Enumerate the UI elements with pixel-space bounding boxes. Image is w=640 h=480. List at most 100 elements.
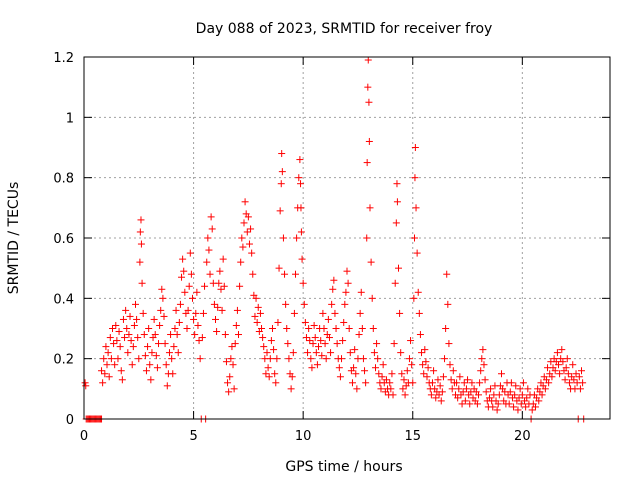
data-point [538,391,546,399]
data-point [136,258,144,266]
data-point [176,300,184,308]
data-point [422,358,430,366]
data-point [206,270,214,278]
data-point [112,321,120,329]
data-point [216,267,224,275]
data-point [240,219,248,227]
data-point [519,379,527,387]
data-point [108,325,116,332]
data-point [403,367,411,375]
data-point [123,325,131,332]
data-point [210,300,218,308]
data-point [302,334,310,342]
data-point [515,394,523,402]
data-point [407,337,415,345]
data-point [569,361,577,369]
data-point [321,340,329,348]
data-point [247,225,255,233]
data-point [559,358,567,366]
data-point [271,370,279,378]
data-point [553,349,561,357]
data-point [445,340,453,348]
data-point [524,385,532,393]
data-point [156,321,164,329]
data-point [113,337,121,345]
data-point [342,288,350,296]
data-point [379,361,387,369]
data-point [190,315,198,323]
data-point [285,355,293,363]
data-point [377,385,385,393]
data-point [308,364,316,372]
data-point [327,349,335,357]
y-tick-label: 0.8 [53,172,74,187]
data-point [207,213,215,221]
data-point [551,367,559,375]
data-point [564,370,572,378]
data-point [408,361,416,369]
data-point [365,137,373,145]
data-point [511,391,519,399]
data-point [392,219,400,227]
y-tick-label: 1.2 [53,51,74,66]
data-point [152,352,160,360]
data-point [336,373,344,381]
data-point [168,355,176,363]
data-point [295,174,303,182]
data-point [267,337,275,345]
data-point [130,321,138,329]
data-point [368,294,376,302]
data-point [262,370,270,378]
data-point [558,346,566,354]
data-point [140,331,148,339]
data-point [150,315,158,323]
data-point [495,391,503,399]
data-point [389,391,397,399]
data-point [167,331,175,339]
x-tick-label: 15 [404,429,421,444]
data-point [375,370,383,378]
data-point [351,346,359,354]
data-point [329,285,337,293]
data-point [506,388,514,396]
data-point [298,255,306,263]
data-point [428,379,436,387]
data-point [121,334,129,342]
data-point [289,349,297,357]
data-point [414,288,422,296]
data-point [387,385,395,393]
data-point [476,379,484,387]
data-point [199,309,207,317]
data-point [458,400,466,408]
data-point [171,325,179,332]
data-point [299,279,307,287]
data-point [565,379,573,387]
data-point [382,376,390,384]
data-point [287,385,295,393]
data-point [579,379,587,387]
data-point [455,385,463,393]
data-point [179,255,187,263]
data-point [279,234,287,242]
data-point [239,243,247,251]
data-point [388,370,396,378]
data-point [263,349,271,357]
data-point [310,321,318,329]
data-point [98,367,106,375]
data-point [204,234,212,242]
data-point [352,370,360,378]
data-point [442,325,450,332]
data-point [238,234,246,242]
data-point [230,385,238,393]
data-point [147,376,155,384]
data-point [412,204,420,212]
data-point [225,388,233,396]
data-point [141,352,149,360]
data-point [249,270,257,278]
data-point [142,367,150,375]
data-point [305,325,313,332]
data-point [103,361,111,369]
data-point [430,367,438,375]
data-point [221,331,229,339]
